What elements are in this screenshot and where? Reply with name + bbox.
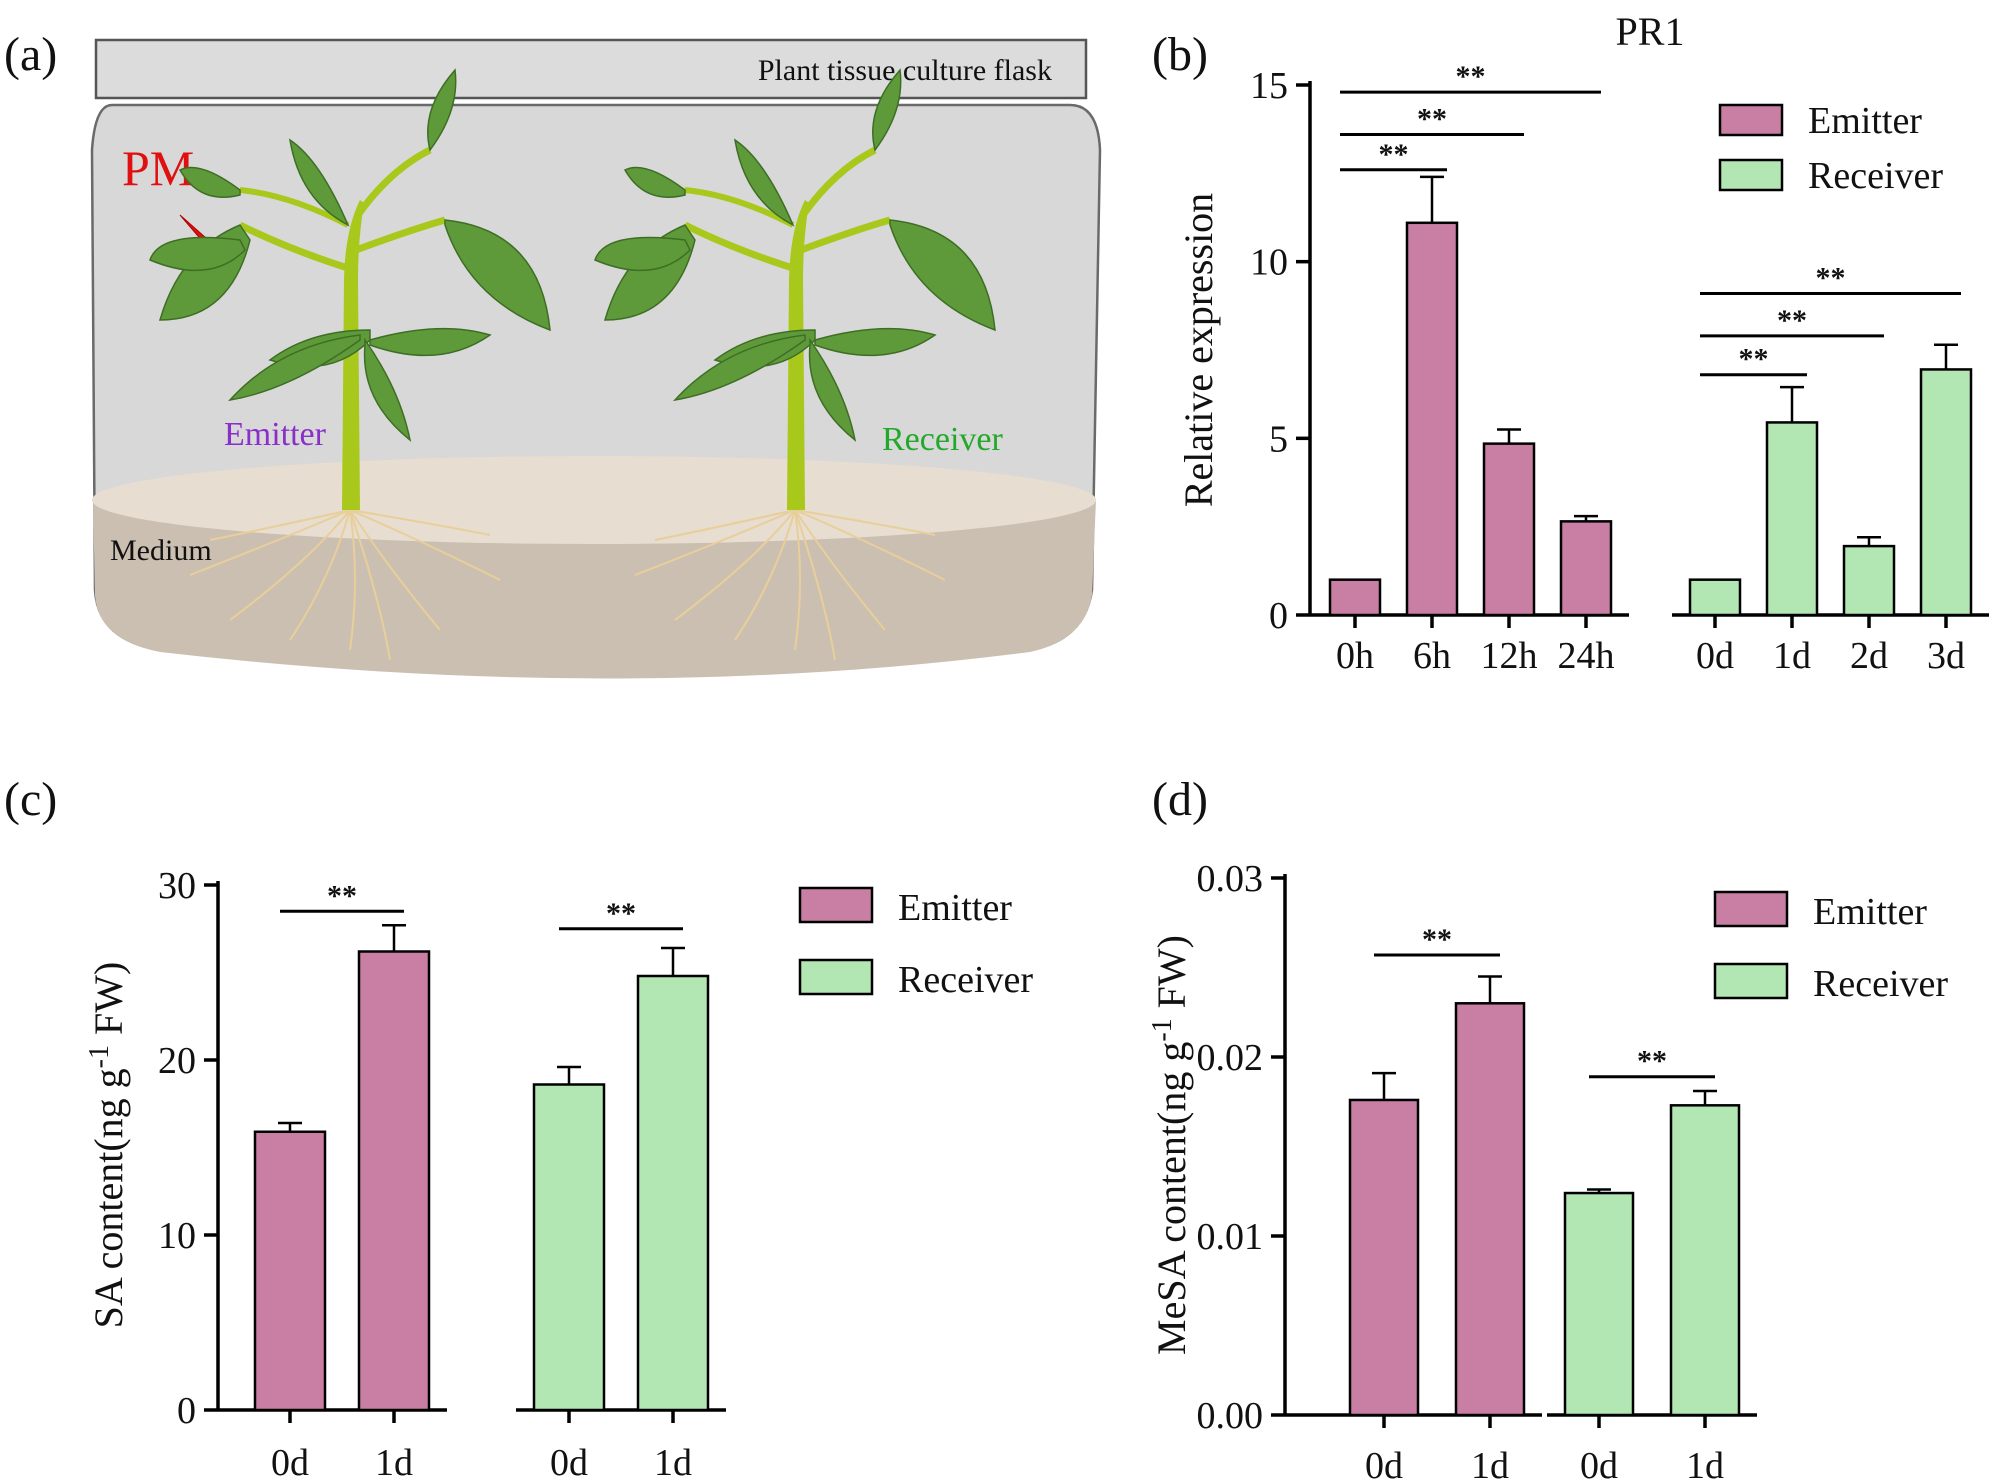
receiver-label: Receiver bbox=[882, 421, 1003, 458]
bar-emitter-0d bbox=[253, 1130, 327, 1412]
y-axis-label-text: Relative expression bbox=[1176, 193, 1221, 507]
medium-label: Medium bbox=[110, 534, 212, 567]
legend-swatch-receiver bbox=[1718, 158, 1784, 192]
x-tick-label: 2d bbox=[1850, 635, 1888, 677]
bar-emitter-1d bbox=[357, 950, 431, 1412]
x-tick-label: 6h bbox=[1413, 635, 1451, 677]
x-tick-label: 1d bbox=[375, 1442, 413, 1482]
x-tick-label: 0d bbox=[1580, 1445, 1618, 1482]
x-tick-label: 0d bbox=[271, 1442, 309, 1482]
y-tick-label: 20 bbox=[158, 1040, 196, 1082]
bar-emitter-1d bbox=[1454, 1002, 1526, 1417]
bar-emitter-12h bbox=[1482, 442, 1536, 617]
y-axis-label-tail: FW) bbox=[1149, 935, 1194, 1018]
x-tick-label: 0d bbox=[550, 1442, 588, 1482]
y-axis-label-tail: FW) bbox=[86, 962, 131, 1045]
legend-swatch-receiver bbox=[798, 958, 874, 996]
bar-emitter-0h bbox=[1328, 578, 1382, 617]
bar-receiver-1d bbox=[1669, 1104, 1741, 1417]
bar-emitter-6h bbox=[1405, 221, 1459, 617]
x-tick-label: 1d bbox=[654, 1442, 692, 1482]
y-tick-label: 15 bbox=[1250, 65, 1288, 107]
legend-label-emitter: Emitter bbox=[1813, 891, 1927, 933]
x-tick-label: 1d bbox=[1471, 1445, 1509, 1482]
significance-label: ** bbox=[1379, 138, 1409, 171]
bar-emitter-24h bbox=[1559, 520, 1613, 617]
legend-label-receiver: Receiver bbox=[1813, 963, 1948, 1005]
y-axis-label-text: MeSA content(ng g bbox=[1149, 1042, 1194, 1355]
chart-c: (c) SA content(ng g-1 FW) 0 10 20 30 0d 1d 0d 1d *… bbox=[4, 773, 1033, 1482]
significance-label: ** bbox=[606, 897, 636, 930]
x-tick-label: 12h bbox=[1481, 635, 1538, 677]
y-axis-label-superscript: -1 bbox=[84, 1045, 115, 1068]
x-tick-label: 24h bbox=[1558, 635, 1615, 677]
significance-label: ** bbox=[1417, 102, 1447, 135]
y-tick-label: 30 bbox=[158, 865, 196, 907]
bar-receiver-0d bbox=[1563, 1191, 1635, 1417]
y-axis-label-text: SA content(ng g bbox=[86, 1068, 131, 1328]
chart-d: (d)MeSA content(ng g-1 FW)0.000.010.020.… bbox=[1147, 773, 1948, 1482]
y-axis-label: Relative expression bbox=[1176, 193, 1221, 507]
y-tick-label: 0 bbox=[177, 1390, 196, 1432]
legend-swatch-emitter bbox=[1713, 890, 1789, 928]
bar-receiver-1d bbox=[1765, 421, 1819, 617]
y-tick-label: 0.03 bbox=[1197, 858, 1264, 900]
y-axis-label: MeSA content(ng g-1 FW) bbox=[1147, 935, 1194, 1355]
legend-swatch-receiver bbox=[1713, 962, 1789, 1000]
bar-emitter-0d bbox=[1348, 1098, 1420, 1417]
legend-swatch-emitter bbox=[1718, 103, 1784, 137]
panel-b-letter: (b) bbox=[1152, 28, 1208, 81]
x-tick-label: 0h bbox=[1336, 635, 1374, 677]
y-tick-label: 0.02 bbox=[1197, 1037, 1264, 1079]
chart-title: PR1 bbox=[1616, 9, 1685, 54]
legend-label-receiver: Receiver bbox=[898, 959, 1033, 1001]
medium-layer bbox=[93, 500, 1096, 679]
significance-label: ** bbox=[327, 879, 357, 912]
significance-label: ** bbox=[1422, 923, 1452, 956]
y-tick-label: 0.00 bbox=[1197, 1395, 1264, 1437]
x-tick-label: 1d bbox=[1773, 635, 1811, 677]
bar-receiver-2d bbox=[1842, 544, 1896, 617]
bar-receiver-0d bbox=[532, 1083, 606, 1412]
panel-a-letter: (a) bbox=[4, 28, 57, 81]
plant-icon bbox=[594, 68, 996, 661]
significance-label: ** bbox=[1777, 304, 1807, 337]
bar-receiver-0d bbox=[1688, 578, 1742, 617]
y-tick-label: 10 bbox=[158, 1215, 196, 1257]
flask-cap bbox=[94, 38, 1088, 100]
plant-icon bbox=[149, 68, 551, 661]
pm-label: PM bbox=[122, 140, 194, 196]
legend-swatch-emitter bbox=[798, 886, 874, 924]
panel-a-illustration: (a) Plant tissue culture flask PM bbox=[4, 28, 1102, 679]
legend-label-receiver: Receiver bbox=[1808, 155, 1943, 197]
medium-surface bbox=[92, 456, 1096, 544]
y-axis-label: SA content(ng g-1 FW) bbox=[84, 962, 131, 1329]
bar-receiver-3d bbox=[1919, 368, 1973, 617]
x-tick-label: 1d bbox=[1686, 1445, 1724, 1482]
significance-label: ** bbox=[1739, 343, 1769, 376]
emitter-label: Emitter bbox=[224, 416, 327, 453]
x-tick-label: 0d bbox=[1696, 635, 1734, 677]
significance-label: ** bbox=[1456, 60, 1486, 93]
legend-label-emitter: Emitter bbox=[1808, 100, 1922, 142]
legend-label-emitter: Emitter bbox=[898, 887, 1012, 929]
y-tick-label: 0.01 bbox=[1197, 1216, 1264, 1258]
panel-c-letter: (c) bbox=[4, 773, 57, 826]
x-tick-label: 0d bbox=[1365, 1445, 1403, 1482]
y-axis-label-superscript: -1 bbox=[1147, 1018, 1178, 1041]
significance-label: ** bbox=[1816, 261, 1846, 294]
panel-d-letter: (d) bbox=[1152, 773, 1208, 826]
bar-receiver-1d bbox=[636, 974, 710, 1412]
y-tick-label: 10 bbox=[1250, 242, 1288, 284]
y-tick-label: 0 bbox=[1269, 595, 1288, 637]
x-tick-label: 3d bbox=[1927, 635, 1965, 677]
chart-b: (b) PR1 Relative expression 0 5 10 15 0h 6h 12h 24… bbox=[1152, 9, 1989, 677]
flask-label: Plant tissue culture flask bbox=[758, 54, 1052, 87]
significance-label: ** bbox=[1637, 1045, 1667, 1078]
y-tick-label: 5 bbox=[1269, 418, 1288, 460]
